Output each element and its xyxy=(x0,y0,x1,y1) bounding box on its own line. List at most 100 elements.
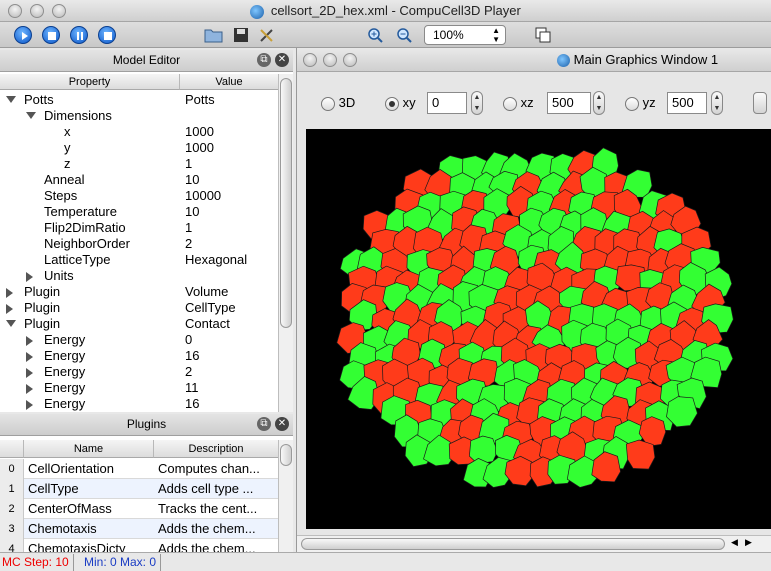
close-window-button[interactable] xyxy=(8,4,22,18)
property-value[interactable]: 10000 xyxy=(185,188,222,203)
table-row[interactable]: 3 Chemotaxis Adds the chem... xyxy=(0,519,278,539)
property-value[interactable]: CellType xyxy=(185,300,236,315)
pause-button[interactable] xyxy=(70,26,88,44)
xz-slice-input[interactable]: 500 xyxy=(547,92,591,114)
run-button[interactable] xyxy=(14,26,32,44)
property-value[interactable]: Hexagonal xyxy=(185,252,248,267)
model-editor-tree[interactable]: Property Value Potts Potts Dimensions x 1000… xyxy=(0,72,293,412)
disclosure-closed-icon[interactable] xyxy=(26,400,33,410)
disclosure-closed-icon[interactable] xyxy=(26,272,33,282)
projection-3d-radio[interactable]: 3D xyxy=(321,95,355,111)
property-value[interactable]: Potts xyxy=(185,92,215,107)
tree-row[interactable]: Flip2DimRatio 1 xyxy=(0,220,278,236)
new-window-button[interactable] xyxy=(534,26,552,44)
stop-button[interactable] xyxy=(98,26,116,44)
close-subwindow-button[interactable] xyxy=(303,53,317,67)
yz-slice-input[interactable]: 500 xyxy=(667,92,707,114)
tree-row[interactable]: Temperature 10 xyxy=(0,204,278,220)
zoom-out-button[interactable] xyxy=(395,26,413,44)
scroll-left-icon[interactable]: ◀ xyxy=(731,537,738,547)
scrollbar-thumb[interactable] xyxy=(280,444,292,466)
description-column-header[interactable]: Description xyxy=(154,440,278,458)
tree-row[interactable]: Energy 16 xyxy=(0,396,278,412)
lattice-canvas[interactable] xyxy=(306,129,771,529)
float-panel-button[interactable]: ⧉ xyxy=(257,53,271,67)
save-button[interactable] xyxy=(232,26,250,44)
tree-row[interactable]: Steps 10000 xyxy=(0,188,278,204)
value-column-header[interactable]: Value xyxy=(180,74,278,90)
disclosure-closed-icon[interactable] xyxy=(26,336,33,346)
plugins-scrollbar[interactable] xyxy=(278,440,293,552)
xy-slice-input[interactable]: 0 xyxy=(427,92,467,114)
property-value[interactable]: 11 xyxy=(185,380,199,395)
scroll-right-icon[interactable]: ▶ xyxy=(745,537,752,547)
zoom-window-button[interactable] xyxy=(52,4,66,18)
model-editor-scrollbar[interactable] xyxy=(278,74,293,412)
property-value[interactable]: 1 xyxy=(185,220,193,235)
property-value[interactable]: 2 xyxy=(185,364,193,379)
table-row[interactable]: 2 CenterOfMass Tracks the cent... xyxy=(0,499,278,519)
tree-row[interactable]: Potts Potts xyxy=(0,92,278,108)
graphics-horizontal-scrollbar[interactable]: ◀ ▶ xyxy=(297,535,771,552)
property-value[interactable]: Contact xyxy=(185,316,230,331)
disclosure-open-icon[interactable] xyxy=(6,320,16,327)
minimize-window-button[interactable] xyxy=(30,4,44,18)
zoom-select[interactable]: 100% ▲ ▼ xyxy=(424,25,506,45)
tree-row[interactable]: Plugin Volume xyxy=(0,284,278,300)
scrollbar-thumb[interactable] xyxy=(301,538,725,550)
close-panel-button[interactable]: ✕ xyxy=(275,53,289,67)
tree-row[interactable]: Plugin CellType xyxy=(0,300,278,316)
property-value[interactable]: 0 xyxy=(185,332,193,347)
disclosure-closed-icon[interactable] xyxy=(26,352,33,362)
more-controls-button[interactable] xyxy=(753,92,767,114)
zoom-in-button[interactable] xyxy=(366,26,384,44)
tree-row[interactable]: y 1000 xyxy=(0,140,278,156)
disclosure-open-icon[interactable] xyxy=(26,112,36,119)
step-button[interactable] xyxy=(42,26,60,44)
tree-row[interactable]: Energy 11 xyxy=(0,380,278,396)
property-value[interactable]: 10 xyxy=(185,172,200,187)
property-value[interactable]: 16 xyxy=(185,348,200,363)
property-value[interactable]: 1 xyxy=(185,156,193,171)
tree-row[interactable]: Dimensions xyxy=(0,108,278,124)
tools-button[interactable] xyxy=(258,26,276,44)
xy-slice-stepper[interactable]: ▲ ▼ xyxy=(471,91,483,115)
disclosure-closed-icon[interactable] xyxy=(6,304,13,314)
property-value[interactable]: 2 xyxy=(185,236,193,251)
float-panel-button[interactable]: ⧉ xyxy=(257,417,271,431)
tree-row[interactable]: Units xyxy=(0,268,278,284)
tree-row[interactable]: Energy 0 xyxy=(0,332,278,348)
scrollbar-thumb[interactable] xyxy=(280,78,292,328)
disclosure-closed-icon[interactable] xyxy=(6,288,13,298)
disclosure-closed-icon[interactable] xyxy=(26,368,33,378)
property-value[interactable]: 1000 xyxy=(185,124,214,139)
plugins-table[interactable]: Name Description 0 CellOrientation Compute… xyxy=(0,436,293,552)
zoom-subwindow-button[interactable] xyxy=(343,53,357,67)
minimize-subwindow-button[interactable] xyxy=(323,53,337,67)
table-row[interactable]: 1 CellType Adds cell type ... xyxy=(0,479,278,499)
property-value[interactable]: Volume xyxy=(185,284,229,299)
disclosure-closed-icon[interactable] xyxy=(26,384,33,394)
tree-row[interactable]: x 1000 xyxy=(0,124,278,140)
projection-xy-radio[interactable]: xy xyxy=(385,95,416,111)
property-value[interactable]: 1000 xyxy=(185,140,214,155)
tree-row[interactable]: Anneal 10 xyxy=(0,172,278,188)
tree-row[interactable]: Energy 2 xyxy=(0,364,278,380)
property-column-header[interactable]: Property xyxy=(0,74,180,90)
table-row[interactable]: 4 ChemotaxisDicty Adds the chem... xyxy=(0,539,278,552)
property-value[interactable]: 16 xyxy=(185,396,200,411)
xz-slice-stepper[interactable]: ▲ ▼ xyxy=(593,91,605,115)
name-column-header[interactable]: Name xyxy=(24,440,154,458)
tree-row[interactable]: NeighborOrder 2 xyxy=(0,236,278,252)
projection-yz-radio[interactable]: yz xyxy=(625,95,656,111)
tree-row[interactable]: LatticeType Hexagonal xyxy=(0,252,278,268)
table-row[interactable]: 0 CellOrientation Computes chan... xyxy=(0,459,278,479)
projection-xz-radio[interactable]: xz xyxy=(503,95,534,111)
yz-slice-stepper[interactable]: ▲ ▼ xyxy=(711,91,723,115)
open-file-button[interactable] xyxy=(204,26,223,44)
disclosure-open-icon[interactable] xyxy=(6,96,16,103)
tree-row[interactable]: Energy 16 xyxy=(0,348,278,364)
tree-row[interactable]: Plugin Contact xyxy=(0,316,278,332)
close-panel-button[interactable]: ✕ xyxy=(275,417,289,431)
